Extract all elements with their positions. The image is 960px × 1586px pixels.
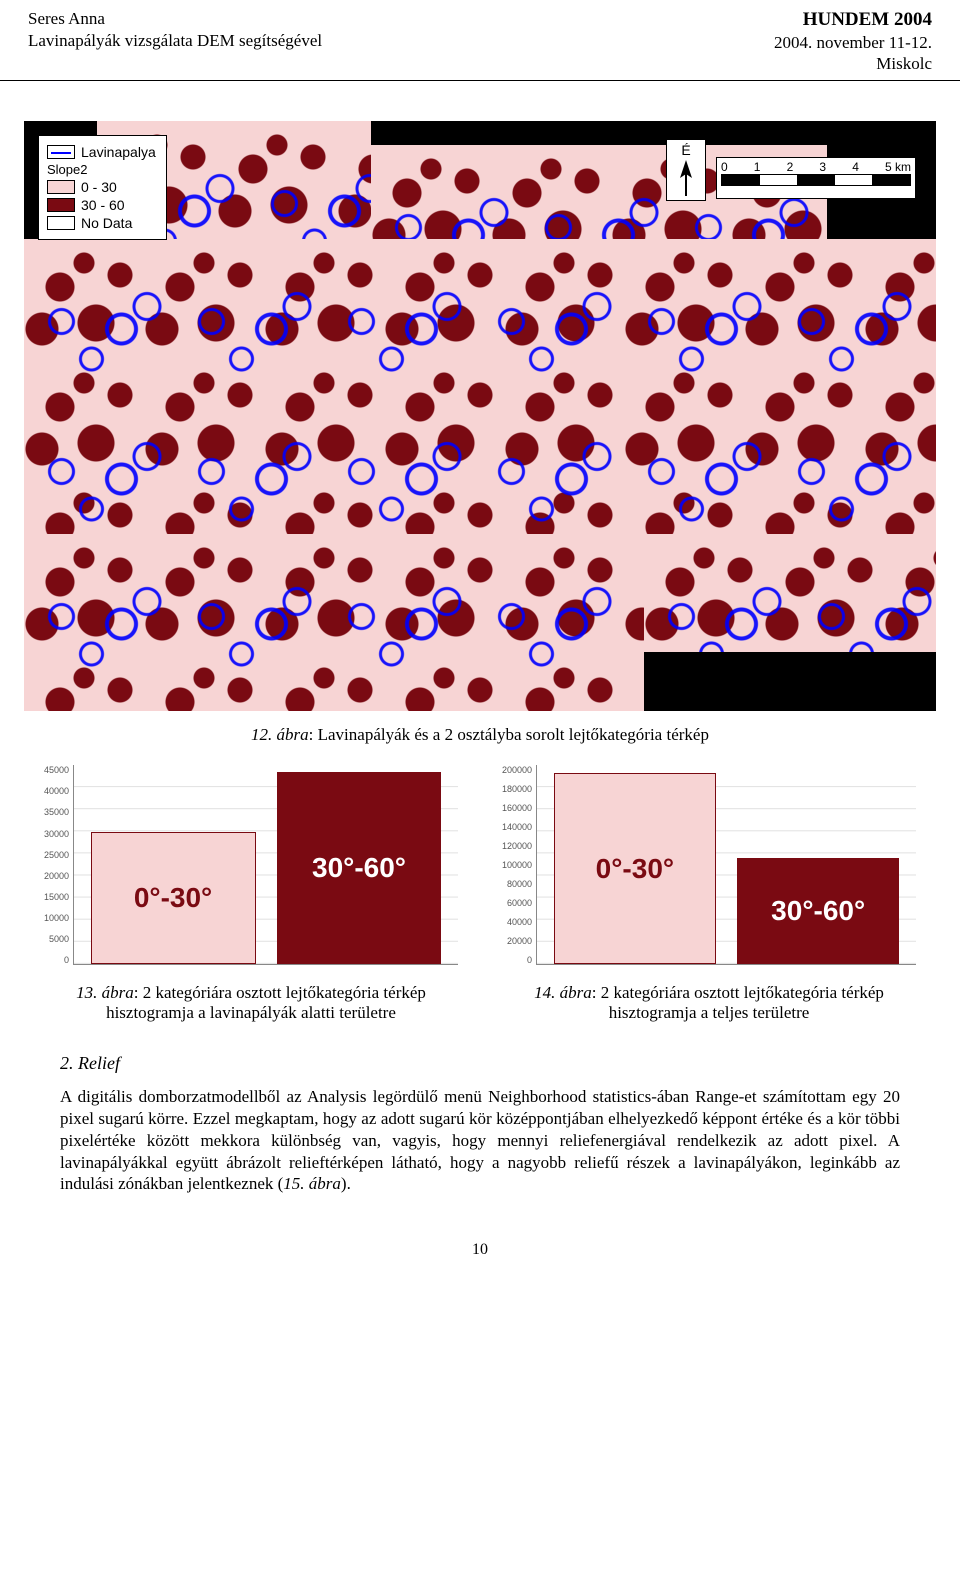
scale-seg — [722, 175, 760, 185]
figure-12-caption: 12. ábra: Lavinapályák és a 2 osztályba … — [60, 725, 900, 745]
chart-14-bar-1: 30°-60° — [737, 858, 900, 964]
scale-bar: 0 1 2 3 4 5 km — [716, 157, 916, 199]
legend-label: 0 - 30 — [81, 179, 117, 195]
ytick: 15000 — [44, 892, 69, 902]
arrow-icon — [676, 158, 696, 198]
figure-14-caption: 14. ábra: 2 kategóriára osztott lejtőkat… — [502, 983, 916, 1023]
map-region — [24, 239, 936, 534]
author-name: Seres Anna — [28, 8, 322, 30]
scale-segments — [721, 174, 911, 186]
legend-subhead: Slope2 — [47, 162, 156, 177]
ytick: 140000 — [502, 822, 532, 832]
ytick: 35000 — [44, 807, 69, 817]
ytick: 120000 — [502, 841, 532, 851]
legend-row: No Data — [47, 215, 156, 231]
scale-tick: 2 — [787, 160, 794, 174]
ytick: 0 — [502, 955, 532, 965]
body-text-run: ). — [341, 1174, 351, 1193]
ytick: 45000 — [44, 765, 69, 775]
header-left: Seres Anna Lavinapályák vizsgálata DEM s… — [28, 8, 322, 52]
legend-row: 0 - 30 — [47, 179, 156, 195]
conference-name: HUNDEM 2004 — [774, 8, 932, 32]
page-number: 10 — [0, 1241, 960, 1279]
slope-map-figure: Lavinapalya Slope2 0 - 30 30 - 60 No Dat… — [24, 121, 936, 711]
paper-title: Lavinapályák vizsgálata DEM segítségével — [28, 30, 322, 52]
legend-label: 30 - 60 — [81, 197, 125, 213]
ytick: 40000 — [44, 786, 69, 796]
figure-text: : 2 kategóriára osztott lejtőkategória t… — [106, 983, 426, 1022]
legend-row: 30 - 60 — [47, 197, 156, 213]
legend-swatch-icon — [47, 198, 75, 212]
chart-13-bar-0: 0°-30° — [91, 832, 256, 965]
histogram-row: 45000 40000 35000 30000 25000 20000 1500… — [44, 765, 916, 965]
figure-text: : 2 kategóriára osztott lejtőkategória t… — [592, 983, 884, 1022]
scale-tick: 0 — [721, 160, 728, 174]
ytick: 30000 — [44, 829, 69, 839]
conference-date: 2004. november 11-12. — [774, 32, 932, 53]
conference-place: Miskolc — [774, 53, 932, 74]
ytick: 180000 — [502, 784, 532, 794]
figure-text: : Lavinapályák és a 2 osztályba sorolt l… — [309, 725, 709, 744]
body-paragraph: A digitális domborzatmodellből az Analys… — [60, 1086, 900, 1195]
figure-number: 12. ábra — [251, 725, 309, 744]
ytick: 100000 — [502, 860, 532, 870]
body-text-italic: 15. ábra — [283, 1174, 341, 1193]
legend-line-icon — [47, 145, 75, 159]
legend-swatch-icon — [47, 216, 75, 230]
ytick: 200000 — [502, 765, 532, 775]
figure-13-caption: 13. ábra: 2 kategóriára osztott lejtőkat… — [44, 983, 458, 1023]
header-right: HUNDEM 2004 2004. november 11-12. Miskol… — [774, 8, 932, 74]
chart-14-plot: 0°-30° 30°-60° — [536, 765, 916, 965]
body-text-run: A digitális domborzatmodellből az Analys… — [60, 1087, 900, 1193]
figure-number: 13. ábra — [76, 983, 134, 1002]
map-region — [644, 534, 936, 652]
ytick: 60000 — [502, 898, 532, 908]
map-legend: Lavinapalya Slope2 0 - 30 30 - 60 No Dat… — [38, 135, 167, 240]
ytick: 0 — [44, 955, 69, 965]
scale-tick: 3 — [819, 160, 826, 174]
bar-label: 0°-30° — [134, 882, 212, 914]
scale-tick: 4 — [852, 160, 859, 174]
ytick: 5000 — [44, 934, 69, 944]
ytick: 10000 — [44, 913, 69, 923]
ytick: 160000 — [502, 803, 532, 813]
scale-tick: 1 — [754, 160, 761, 174]
scale-seg — [797, 175, 835, 185]
north-label: É — [681, 142, 690, 158]
scale-labels: 0 1 2 3 4 5 km — [717, 158, 915, 174]
chart-13-bar-1: 30°-60° — [277, 772, 442, 964]
subcaption-row: 13. ábra: 2 kategóriára osztott lejtőkat… — [44, 983, 916, 1023]
chart-13-plot: 0°-30° 30°-60° — [73, 765, 458, 965]
ytick: 80000 — [502, 879, 532, 889]
bar-label: 30°-60° — [771, 895, 865, 927]
ytick: 40000 — [502, 917, 532, 927]
page-header: Seres Anna Lavinapályák vizsgálata DEM s… — [0, 0, 960, 81]
scale-seg — [835, 175, 873, 185]
section-heading: 2. Relief — [60, 1053, 900, 1074]
bar-label: 30°-60° — [312, 852, 406, 884]
figure-number: 14. ábra — [534, 983, 592, 1002]
scale-seg — [760, 175, 798, 185]
chart-14-bar-0: 0°-30° — [554, 773, 717, 964]
chart-13: 45000 40000 35000 30000 25000 20000 1500… — [44, 765, 458, 965]
scale-seg — [872, 175, 910, 185]
map-region — [24, 534, 644, 711]
chart-14: 200000 180000 160000 140000 120000 10000… — [502, 765, 916, 965]
ytick: 25000 — [44, 850, 69, 860]
chart-13-yaxis: 45000 40000 35000 30000 25000 20000 1500… — [44, 765, 73, 965]
north-arrow: É — [666, 139, 706, 201]
scale-tick: 5 km — [885, 160, 911, 174]
ytick: 20000 — [44, 871, 69, 881]
legend-label: Lavinapalya — [81, 144, 156, 160]
ytick: 20000 — [502, 936, 532, 946]
legend-swatch-icon — [47, 180, 75, 194]
legend-row: Lavinapalya — [47, 144, 156, 160]
bar-label: 0°-30° — [596, 853, 674, 885]
legend-label: No Data — [81, 215, 132, 231]
chart-14-yaxis: 200000 180000 160000 140000 120000 10000… — [502, 765, 536, 965]
